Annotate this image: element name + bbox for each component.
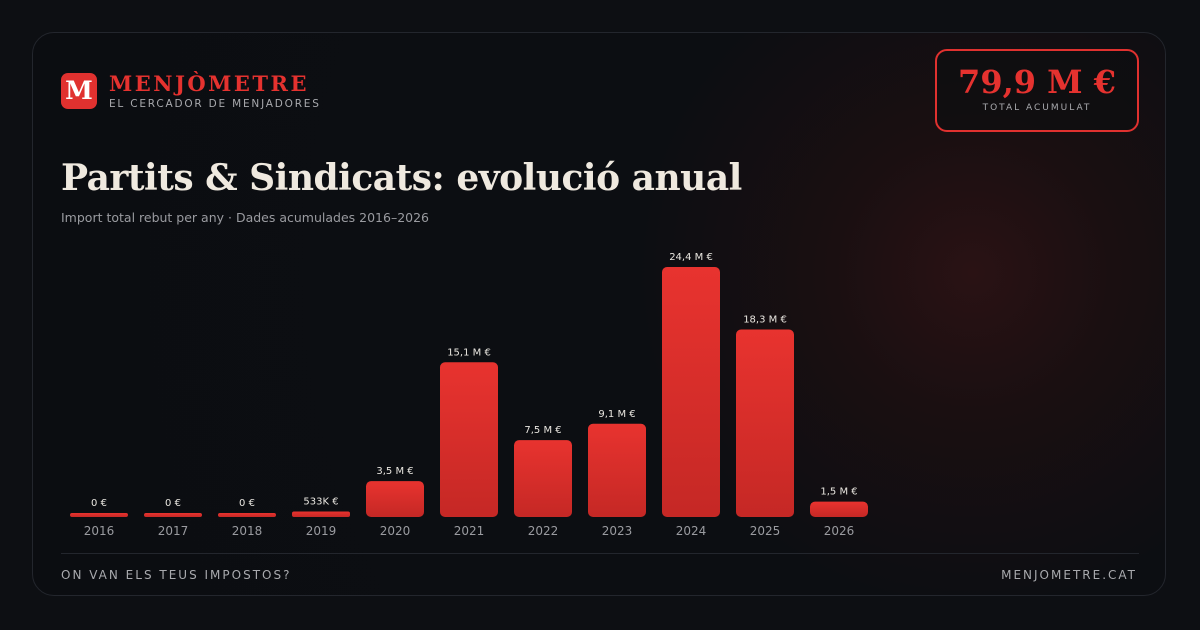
x-tick-label-2022: 2022 <box>528 524 559 538</box>
value-label-2016: 0 € <box>91 498 107 509</box>
footer-tagline: ON VAN ELS TEUS IMPOSTOS? <box>61 568 292 582</box>
bar-2019[interactable] <box>292 511 350 517</box>
value-label-2018: 0 € <box>239 498 255 509</box>
brand-name[interactable]: MENJÒMETRE <box>109 71 310 96</box>
bar-2026[interactable] <box>810 501 868 517</box>
value-label-2024: 24,4 M € <box>669 252 713 263</box>
bar-2020[interactable] <box>366 481 424 517</box>
value-label-2019: 533K € <box>303 497 338 508</box>
x-tick-label-2019: 2019 <box>306 524 337 538</box>
value-label-2023: 9,1 M € <box>598 409 635 420</box>
x-tick-label-2025: 2025 <box>750 524 781 538</box>
x-tick-label-2023: 2023 <box>602 524 633 538</box>
chart-card: M MENJÒMETRE EL CERCADOR DE MENJADORES 7… <box>32 32 1166 596</box>
x-tick-label-2018: 2018 <box>232 524 263 538</box>
bar-2018[interactable] <box>218 513 276 517</box>
bar-2022[interactable] <box>514 440 572 517</box>
x-tick-label-2020: 2020 <box>380 524 411 538</box>
bar-2023[interactable] <box>588 423 646 517</box>
total-badge: 79,9 M € TOTAL ACUMULAT <box>935 49 1139 132</box>
bar-2016[interactable] <box>70 513 128 517</box>
bar-2024[interactable] <box>662 267 720 517</box>
total-label: TOTAL ACUMULAT <box>982 103 1092 113</box>
value-label-2021: 15,1 M € <box>447 347 491 358</box>
x-tick-label-2017: 2017 <box>158 524 189 538</box>
x-tick-label-2026: 2026 <box>824 524 855 538</box>
value-label-2025: 18,3 M € <box>743 315 787 326</box>
bar-2017[interactable] <box>144 513 202 517</box>
total-value: 79,9 M € <box>958 63 1116 101</box>
value-label-2020: 3,5 M € <box>376 466 413 477</box>
bar-chart: 0 € 2016 0 € 2017 0 € 2018 533K € 2019 3,5 M € 20… <box>70 252 868 538</box>
x-tick-label-2024: 2024 <box>676 524 707 538</box>
x-tick-label-2016: 2016 <box>84 524 115 538</box>
bar-2025[interactable] <box>736 329 794 518</box>
bar-2021[interactable] <box>440 362 498 517</box>
footer-divider <box>61 553 1139 554</box>
x-tick-label-2021: 2021 <box>454 524 485 538</box>
value-label-2017: 0 € <box>165 498 181 509</box>
value-label-2026: 1,5 M € <box>820 487 857 498</box>
value-label-2022: 7,5 M € <box>524 425 561 436</box>
brand-tagline: EL CERCADOR DE MENJADORES <box>109 98 321 110</box>
chart-title: Partits & Sindicats: evolució anual <box>61 157 742 199</box>
logo-icon: M <box>61 73 97 109</box>
chart-subtitle: Import total rebut per any · Dades acumu… <box>61 210 430 225</box>
footer-website-link[interactable]: MENJOMETRE.CAT <box>1001 568 1137 582</box>
